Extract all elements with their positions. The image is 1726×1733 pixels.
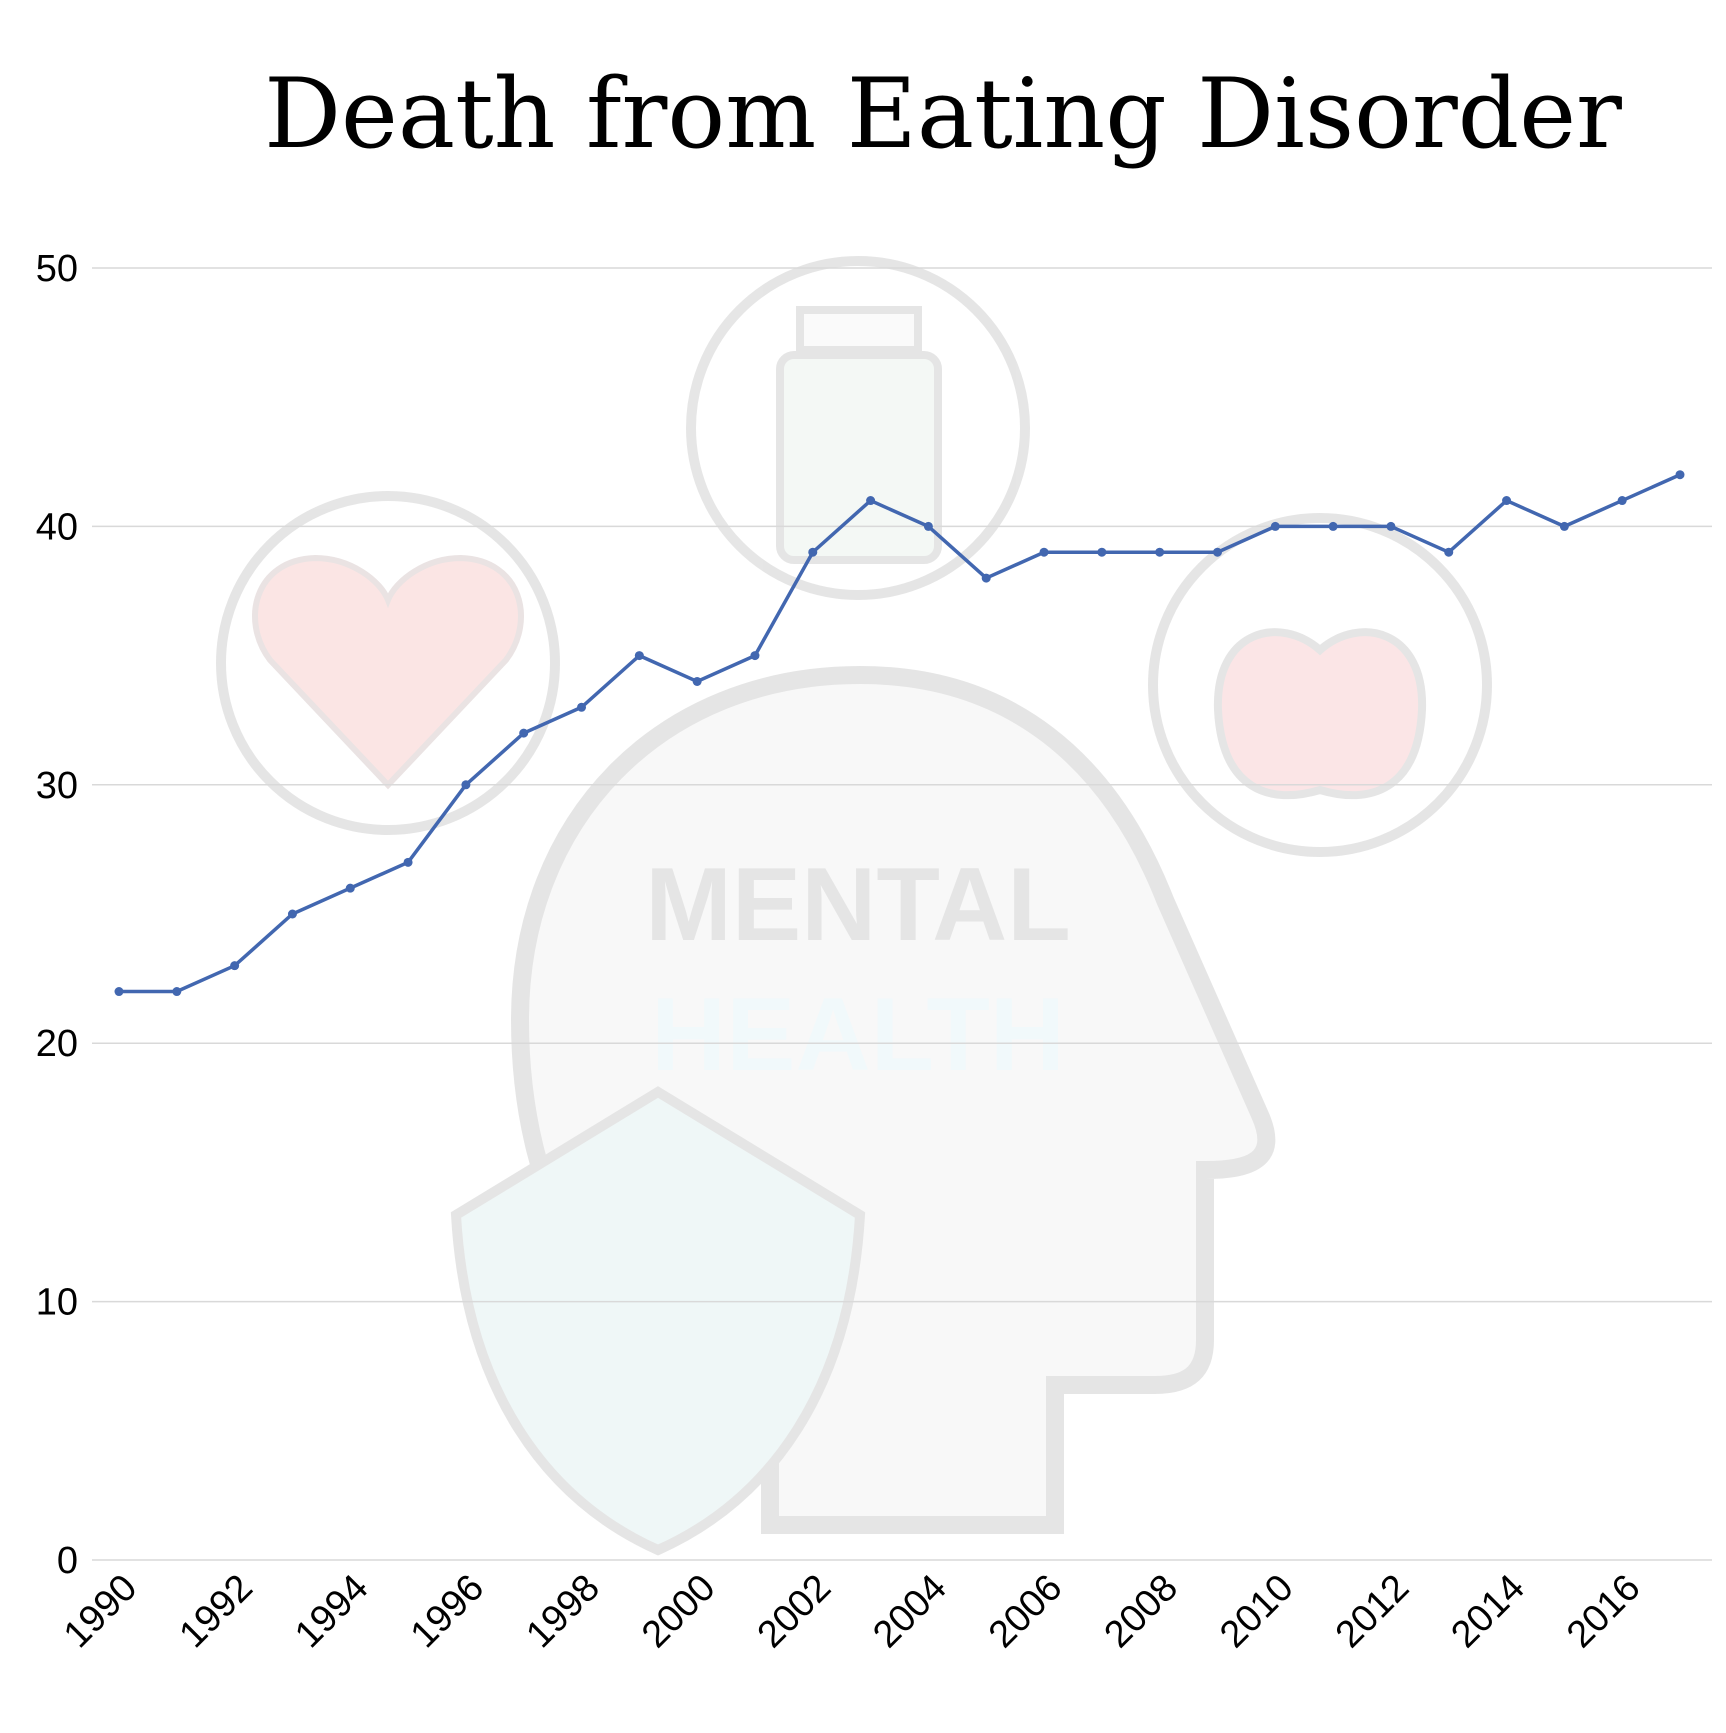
data-point [750, 651, 760, 661]
data-point [345, 883, 355, 893]
data-point [1386, 521, 1396, 531]
data-point [808, 547, 818, 557]
x-tick-label: 2010 [1212, 1567, 1301, 1656]
x-tick-label: 1992 [172, 1567, 261, 1656]
y-tick-label: 40 [36, 506, 78, 548]
data-point [1039, 547, 1049, 557]
apple-icon-circle [1148, 513, 1492, 857]
watermark-health: HEALTH [651, 977, 1065, 1093]
x-tick-label: 2012 [1328, 1567, 1417, 1656]
data-point [923, 521, 933, 531]
data-point [1155, 547, 1165, 557]
y-tick-label: 0 [57, 1540, 78, 1582]
x-tick-label: 2000 [634, 1567, 723, 1656]
data-point [1675, 470, 1685, 480]
pill-bottle-icon-circle [686, 256, 1030, 600]
data-point [1444, 547, 1454, 557]
x-tick-label: 2016 [1559, 1567, 1648, 1656]
data-point [1502, 496, 1512, 506]
background-illustration: MENTAL HEALTH [216, 256, 1492, 1556]
data-point [114, 987, 124, 997]
x-tick-label: 2008 [1097, 1567, 1186, 1656]
data-point [1559, 521, 1569, 531]
data-point [1617, 496, 1627, 506]
data-point [634, 651, 644, 661]
data-point [692, 676, 702, 686]
data-point [461, 780, 471, 790]
data-point [172, 987, 182, 997]
data-point [403, 857, 413, 867]
x-tick-label: 2006 [981, 1567, 1070, 1656]
y-tick-label: 30 [36, 765, 78, 807]
data-point [1328, 521, 1338, 531]
x-tick-label: 2004 [865, 1567, 954, 1656]
data-point [519, 728, 529, 738]
pill-bottle-icon [776, 351, 942, 564]
data-point [1212, 547, 1222, 557]
heart-ribbon-icon-circle [216, 491, 560, 835]
apple-icon [1213, 628, 1427, 800]
y-tick-label: 20 [36, 1023, 78, 1065]
y-tick-label: 50 [36, 248, 78, 290]
data-point [866, 496, 876, 506]
data-point [577, 702, 587, 712]
x-tick-label: 1996 [403, 1567, 492, 1656]
x-tick-label: 1998 [518, 1567, 607, 1656]
watermark-mental: MENTAL [645, 847, 1071, 963]
series-line [119, 473, 1681, 994]
data-point [287, 909, 297, 919]
chart-title: Death from Eating Disorder [264, 58, 1622, 170]
x-tick-label: 2002 [750, 1567, 839, 1656]
x-tick-label: 1994 [287, 1567, 376, 1656]
heart-icon [252, 554, 524, 790]
y-tick-label: 10 [36, 1282, 78, 1324]
shield-caduceus-icon [450, 1086, 866, 1556]
data-point [1270, 521, 1280, 531]
data-point [1097, 547, 1107, 557]
data-point [981, 573, 991, 583]
data-point [230, 961, 240, 971]
x-tick-label: 2014 [1443, 1567, 1532, 1656]
